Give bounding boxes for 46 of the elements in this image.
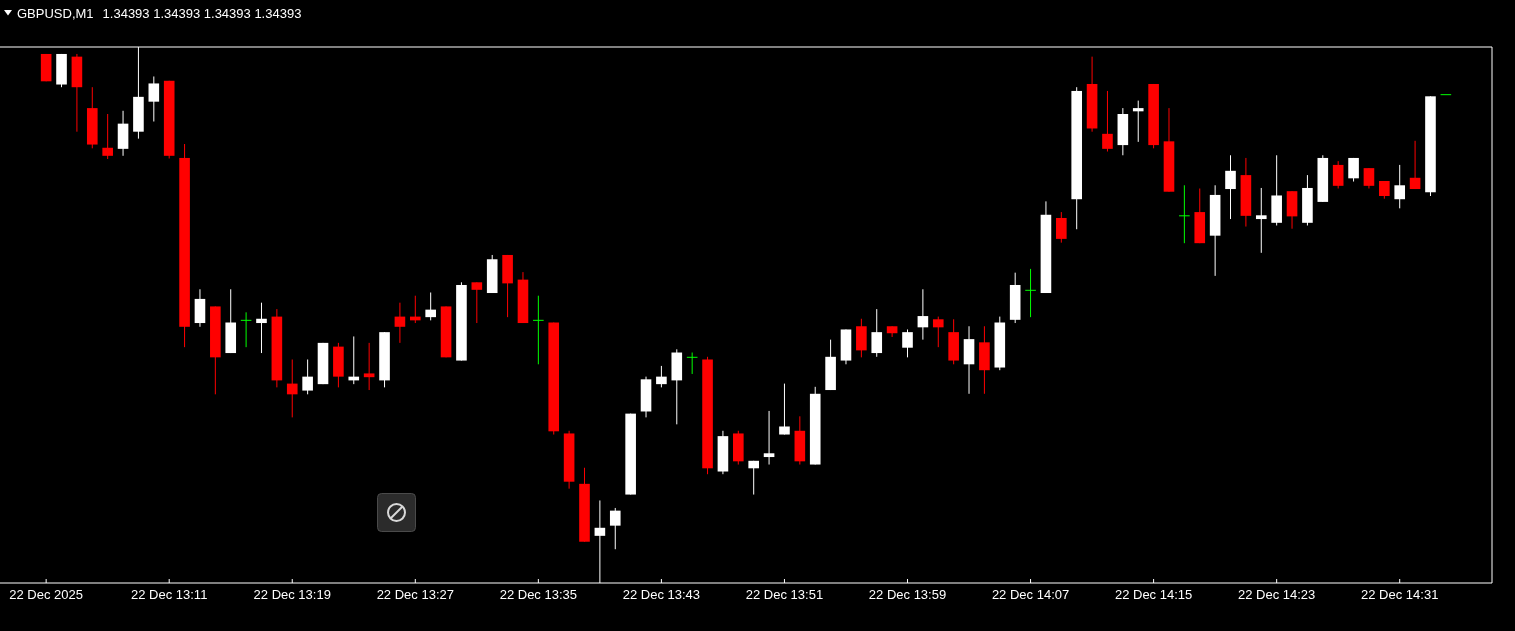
candlestick <box>425 291 436 321</box>
chart-title: GBPUSD,M1 <box>17 6 94 21</box>
x-tick-label: 22 Dec 13:11 <box>131 587 208 602</box>
candlestick <box>1409 140 1421 190</box>
x-tick-label: 22 Dec 14:07 <box>991 587 1070 602</box>
x-tick-label: 22 Dec 14:15 <box>1114 587 1193 602</box>
candlestick <box>609 507 621 550</box>
x-tick-label: 22 Dec 13:19 <box>253 587 331 602</box>
candlestick <box>240 311 252 348</box>
x-tick-label: 22 Dec 13:59 <box>868 587 947 602</box>
candlestick <box>1132 100 1144 143</box>
candlestick <box>686 352 698 375</box>
candlestick <box>932 316 944 348</box>
candlestick <box>1179 184 1190 244</box>
candlestick <box>1394 164 1406 209</box>
candlestick <box>902 328 913 358</box>
candlestick <box>533 295 544 365</box>
candlestick <box>363 342 375 391</box>
candlestick <box>917 288 929 341</box>
candlestick <box>1255 187 1267 254</box>
candlestick <box>871 308 883 358</box>
x-tick-label: 22 Dec 13:43 <box>622 587 701 602</box>
candlestick <box>1025 268 1036 318</box>
candlestick <box>763 410 775 466</box>
candlestick <box>1102 90 1113 153</box>
candlestick <box>148 75 160 122</box>
candlestick <box>748 460 759 496</box>
x-tick-label: 22 Dec 13:27 <box>376 587 454 602</box>
x-tick-label: 22 Dec 13:35 <box>499 587 578 602</box>
x-tick-label: 22 Dec 2025 <box>9 587 84 602</box>
candlestick <box>256 302 267 354</box>
candlestick <box>1363 167 1375 189</box>
candlestick <box>1332 160 1344 189</box>
candlestick <box>779 383 790 436</box>
x-tick-label: 22 Dec 14:23 <box>1237 587 1316 602</box>
candlestick <box>302 358 313 395</box>
candlestick <box>1056 211 1067 244</box>
candlestick <box>656 365 667 388</box>
candlestick <box>286 358 298 418</box>
x-tick-label: 22 Dec 14:31 <box>1361 587 1439 602</box>
candlestick <box>1225 154 1236 220</box>
x-tick-label: 22 Dec 13:51 <box>745 587 824 602</box>
candlestick <box>102 113 113 160</box>
candlestick <box>471 281 483 324</box>
candlestick <box>394 302 406 344</box>
chart-subtitle: 1.34393 1.34393 1.34393 1.34393 <box>102 6 302 21</box>
